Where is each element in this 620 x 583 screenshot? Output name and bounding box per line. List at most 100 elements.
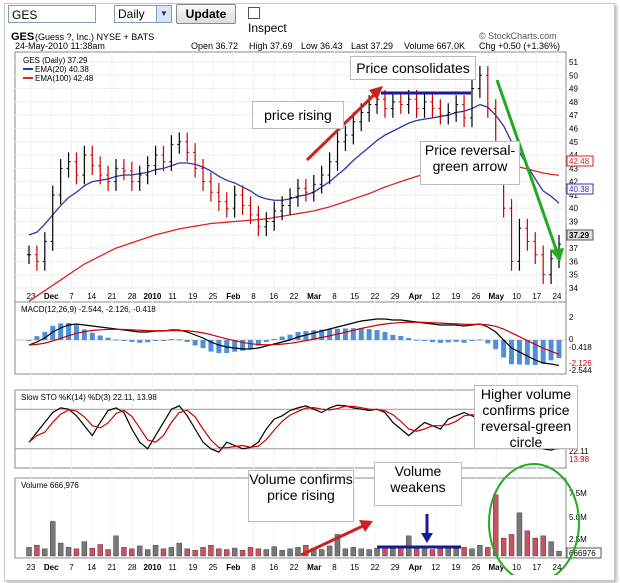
macd-histogram-bar xyxy=(263,340,269,342)
x-tick-label: 19 xyxy=(188,563,197,572)
price-tick-label: 46 xyxy=(569,124,578,133)
price-tick-label: 39 xyxy=(569,218,578,227)
macd-histogram-bar xyxy=(58,323,64,340)
macd-histogram-bar xyxy=(247,340,253,349)
green-volume-circle xyxy=(488,463,580,575)
volume-bar xyxy=(318,549,325,557)
chevron-down-icon[interactable]: ▼ xyxy=(156,6,171,22)
volume-tag-box xyxy=(566,547,602,559)
x-tick-label: 17 xyxy=(532,292,541,301)
macd-histogram-bar xyxy=(271,338,277,340)
ema20-tag: 40.38 xyxy=(569,185,590,194)
header-last: Last 37.29 xyxy=(351,41,393,51)
price-tick-label: 51 xyxy=(569,58,578,67)
volume-bar xyxy=(390,548,396,557)
price-tick-label: 36 xyxy=(569,257,578,266)
x-tick-label: 25 xyxy=(209,292,218,301)
period-select[interactable]: Daily ▼ xyxy=(114,5,172,23)
x-tick-label: 12 xyxy=(431,292,440,301)
x-tick-label: 8 xyxy=(251,563,256,572)
x-axis-bottom: 23 Dec 7 14 21 28 2010 11 19 25 Feb 8 16 22 Mar 8 15 22 29… xyxy=(27,563,562,572)
macd-histogram-bar xyxy=(532,340,538,365)
x-tick-label: 23 xyxy=(27,292,36,301)
macd-histogram-bar xyxy=(366,329,372,340)
x-tick-label: Dec xyxy=(44,563,59,572)
sto-tag-k: 22.11 xyxy=(569,447,589,456)
volume-bar xyxy=(453,548,459,557)
price-tick-label: 34 xyxy=(569,284,578,293)
x-tick-label: 15 xyxy=(350,563,359,572)
volume-bar xyxy=(295,547,301,557)
volume-bar xyxy=(358,548,364,557)
macd-histogram-bar xyxy=(406,338,412,340)
price-tick-label: 45 xyxy=(569,138,578,147)
volume-bar xyxy=(176,542,182,557)
macd-histogram-bar xyxy=(501,340,507,358)
volume-bar xyxy=(540,535,546,557)
volume-bar xyxy=(271,546,277,557)
macd-series xyxy=(15,318,566,367)
macd-histogram-bar xyxy=(200,340,206,349)
macd-histogram-bar xyxy=(358,327,364,340)
macd-histogram-bar xyxy=(153,340,159,341)
legend-ema100: EMA(100) 42.48 xyxy=(35,74,94,83)
macd-histogram-bar xyxy=(168,339,174,341)
x-tick-label: 8 xyxy=(332,563,337,572)
blue-arrow-head xyxy=(421,533,433,543)
sto-d-line xyxy=(28,405,560,450)
x-tick-label: 29 xyxy=(391,292,400,301)
ema20-path xyxy=(28,103,560,236)
header-change: Chg +0.50 (+1.36%) xyxy=(479,41,560,51)
callout-price-reversal: Price reversal-green arrow xyxy=(420,141,520,185)
x-tick-label: Apr xyxy=(408,292,422,301)
price-tick-label: 35 xyxy=(569,271,578,280)
volume-bar xyxy=(105,549,111,557)
volume-bar xyxy=(34,545,40,557)
macd-histogram-bar xyxy=(145,340,151,343)
x-tick-label: 8 xyxy=(251,292,256,301)
volume-bar xyxy=(532,537,538,557)
x-tick-label: 22 xyxy=(290,563,299,572)
checkbox-icon[interactable] xyxy=(248,7,260,19)
update-button[interactable]: Update xyxy=(176,4,236,24)
macd-histogram-bar xyxy=(279,336,285,340)
macd-histogram-bar xyxy=(548,340,554,361)
volume-bar xyxy=(429,549,436,557)
macd-histogram-bar xyxy=(121,340,127,341)
macd-histogram-bar xyxy=(350,328,356,340)
volume-bar xyxy=(374,547,380,557)
ema20-tag-box xyxy=(566,183,594,195)
macd-histogram-bar xyxy=(398,335,404,340)
volume-bar xyxy=(89,547,95,557)
inspect-checkbox[interactable]: Inspect xyxy=(248,7,287,35)
macd-histogram-bar xyxy=(445,340,451,343)
macd-histogram-bar xyxy=(42,331,48,340)
volume-bar xyxy=(477,545,483,557)
macd-histogram-bar xyxy=(208,340,214,352)
x-tick-label: 2010 xyxy=(143,563,161,572)
macd-histogram-bar xyxy=(97,335,103,340)
price-legend: GES (Daily) 37.29 EMA(20) 40.38 EMA(100)… xyxy=(23,56,94,83)
volume-bars xyxy=(26,494,562,557)
volume-bar xyxy=(81,541,88,557)
symbol-input[interactable]: GES xyxy=(8,5,96,23)
blue-down-arrow xyxy=(421,514,433,543)
volume-bar xyxy=(350,547,357,557)
macd-histogram-bar xyxy=(524,340,530,365)
x-tick-label: 26 xyxy=(472,563,481,572)
x-tick-label: 23 xyxy=(27,563,36,572)
volume-bar xyxy=(500,537,507,557)
volume-bar xyxy=(326,545,333,557)
volume-bar xyxy=(26,547,32,557)
volume-bar xyxy=(113,535,119,557)
macd-histogram-bar xyxy=(73,325,79,340)
macd-histogram-bar xyxy=(453,340,459,342)
legend-price: GES (Daily) 37.29 xyxy=(23,56,88,65)
sto-tag-d: 13.98 xyxy=(569,455,590,464)
price-tick-label: 37 xyxy=(569,244,578,253)
macd-histogram-bar xyxy=(176,339,182,341)
macd-histogram-bar xyxy=(342,328,348,340)
volume-bar xyxy=(508,534,515,557)
price-tick-label: 41 xyxy=(569,191,578,200)
volume-bar xyxy=(231,547,238,557)
